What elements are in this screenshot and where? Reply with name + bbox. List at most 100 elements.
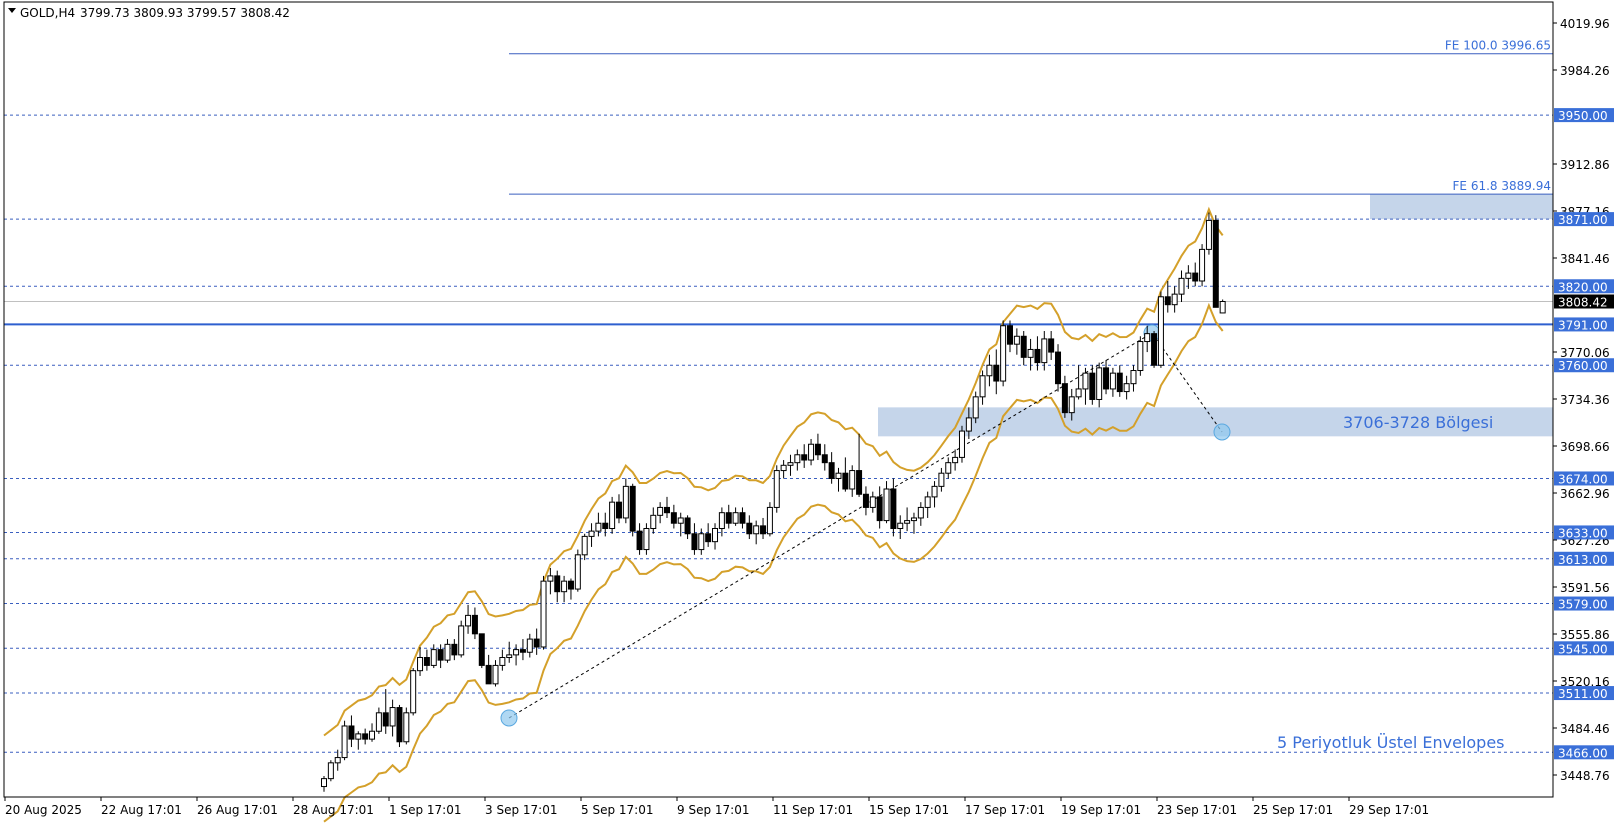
candle [636, 523, 643, 555]
fibonacci-trendline[interactable] [508, 332, 1223, 719]
candle [1007, 320, 1013, 353]
candle [499, 649, 506, 671]
candle-body [712, 527, 719, 543]
time-axis-label: 29 Sep 17:01 [1349, 803, 1429, 817]
candle-body [650, 514, 657, 529]
candle-body [746, 522, 753, 535]
candle-body [657, 506, 664, 516]
candle-body [938, 472, 945, 487]
trendline-anchor-point[interactable] [1213, 423, 1231, 441]
candle-body [1178, 277, 1185, 295]
candle [1130, 365, 1137, 392]
trendline-anchor-point[interactable] [500, 709, 518, 727]
candle [581, 533, 588, 561]
candle-body [904, 520, 911, 524]
level-price-tag-text: 3674.00 [1558, 472, 1608, 486]
candle [506, 641, 513, 663]
candle [849, 465, 856, 497]
candle [698, 528, 705, 555]
candle-body [615, 501, 622, 519]
price-axis[interactable]: 4019.963984.263912.863877.163841.463770.… [1553, 17, 1614, 783]
candle [403, 707, 410, 745]
candle [883, 481, 890, 524]
candle-body [1164, 296, 1171, 306]
candle [574, 549, 581, 592]
time-axis[interactable]: 20 Aug 2025 22 Aug 17:01 26 Aug 17:01 28 Au… [4, 797, 1429, 817]
candle [444, 639, 451, 663]
candle [1013, 328, 1020, 355]
candle [945, 457, 952, 479]
candle [1199, 244, 1206, 287]
candle-body [1055, 351, 1062, 385]
time-axis-label: 20 Aug 2025 [5, 803, 82, 817]
candle [780, 460, 787, 479]
candle [430, 644, 437, 669]
candle [1034, 336, 1041, 371]
candle-body [1123, 383, 1130, 393]
candle-body [773, 470, 780, 508]
candle-body [1185, 272, 1192, 279]
candle [993, 349, 1000, 395]
candle-body [1157, 296, 1164, 366]
candle [1219, 299, 1226, 314]
candle-body [965, 417, 972, 432]
candle-body [465, 614, 472, 627]
candle [691, 523, 698, 555]
candle-body [986, 364, 993, 377]
candle-body [828, 462, 835, 479]
candle [478, 633, 485, 669]
candle-body [670, 512, 677, 524]
candle [712, 523, 719, 550]
candle [856, 433, 863, 497]
candle-body [581, 535, 588, 556]
level-price-tag: 3466.00 [1554, 745, 1614, 760]
support-price-tag-text: 3791.00 [1558, 318, 1608, 332]
candle-body [1151, 333, 1158, 366]
level-price-tag-bg [1554, 471, 1614, 486]
dropdown-triangle-icon[interactable] [8, 8, 16, 13]
candle-body [643, 527, 650, 551]
candle [890, 478, 897, 537]
candle [1041, 331, 1048, 371]
candle-body [718, 512, 725, 529]
time-axis-label: 5 Sep 17:01 [581, 803, 653, 817]
candle-body [622, 485, 629, 519]
candle-body [972, 396, 979, 419]
candle-body [348, 725, 355, 740]
price-axis-label: 3448.76 [1560, 769, 1610, 783]
candle [760, 517, 767, 540]
candle [979, 370, 986, 405]
candle-body [1205, 219, 1212, 250]
price-axis-label: 3591.56 [1560, 581, 1610, 595]
candle [1157, 291, 1164, 368]
candle [519, 639, 526, 661]
candle-body [753, 525, 760, 535]
candle-body [876, 496, 883, 522]
candle-body [883, 488, 890, 522]
candle-body [931, 485, 938, 498]
price-axis-label: 3484.46 [1560, 722, 1610, 736]
candle-body [458, 625, 465, 656]
candle-body [794, 454, 801, 464]
candle-body [1116, 372, 1123, 393]
candle [1096, 362, 1103, 408]
candle-body [760, 525, 767, 535]
candle [375, 707, 382, 734]
candle-body [1020, 335, 1027, 358]
candle [725, 504, 732, 529]
candle-body [561, 580, 568, 593]
candle-body [499, 657, 506, 666]
candle [862, 486, 869, 516]
candle [952, 449, 959, 471]
candle-body [835, 472, 842, 479]
time-axis-label: 17 Sep 17:01 [965, 803, 1045, 817]
candle-body [1171, 293, 1178, 306]
level-price-tag: 3633.00 [1554, 525, 1614, 540]
candle-body [1013, 335, 1020, 345]
candle-body [1027, 348, 1034, 358]
candle [1068, 388, 1075, 421]
time-axis-label: 28 Aug 17:01 [293, 803, 374, 817]
candle [1061, 375, 1068, 418]
candle-body [787, 462, 794, 466]
